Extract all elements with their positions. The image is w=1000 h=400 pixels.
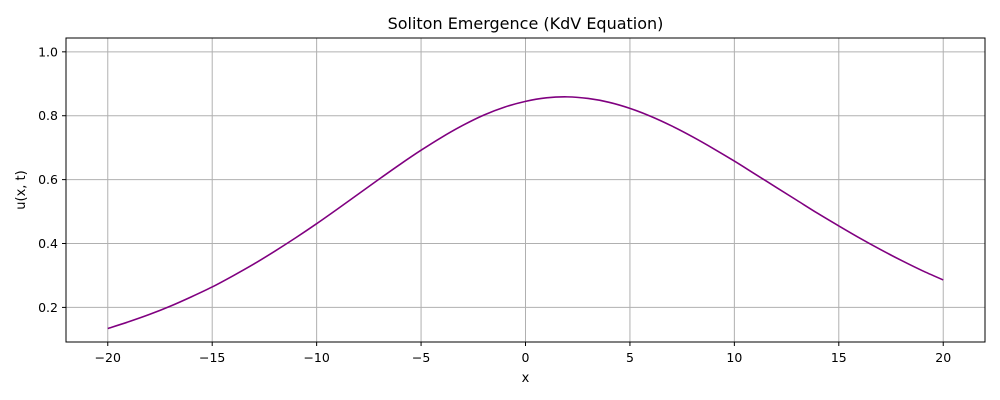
grid-lines [66, 38, 985, 342]
y-tick-label-1: 0.4 [38, 236, 58, 251]
x-tick-label-3: −5 [412, 350, 430, 365]
series-line-0 [107, 96, 944, 330]
x-tick-label-1: −15 [199, 350, 225, 365]
x-tick-label-6: 10 [726, 350, 742, 365]
series-group [107, 96, 944, 330]
x-tick-label-4: 0 [522, 350, 530, 365]
x-tick-label-2: −10 [303, 350, 329, 365]
plot-area-frame [65, 37, 986, 343]
y-tick-label-4: 1.0 [38, 44, 58, 59]
chart-title: Soliton Emergence (KdV Equation) [388, 14, 664, 33]
x-axis-label: x [522, 371, 530, 386]
y-tick-label-3: 0.8 [38, 108, 58, 123]
x-tick-label-7: 15 [831, 350, 847, 365]
axis-ticks: −20 −15 −10 −5 0 5 10 15 20 0.2 0.4 0.6 0.8 1.0 [38, 44, 951, 365]
y-axis-label: u(x, t) [14, 170, 29, 209]
x-tick-label-0: −20 [95, 350, 121, 365]
y-tick-label-0: 0.2 [38, 300, 58, 315]
y-tick-label-2: 0.6 [38, 172, 58, 187]
x-tick-label-5: 5 [626, 350, 634, 365]
x-tick-label-8: 20 [935, 350, 951, 365]
